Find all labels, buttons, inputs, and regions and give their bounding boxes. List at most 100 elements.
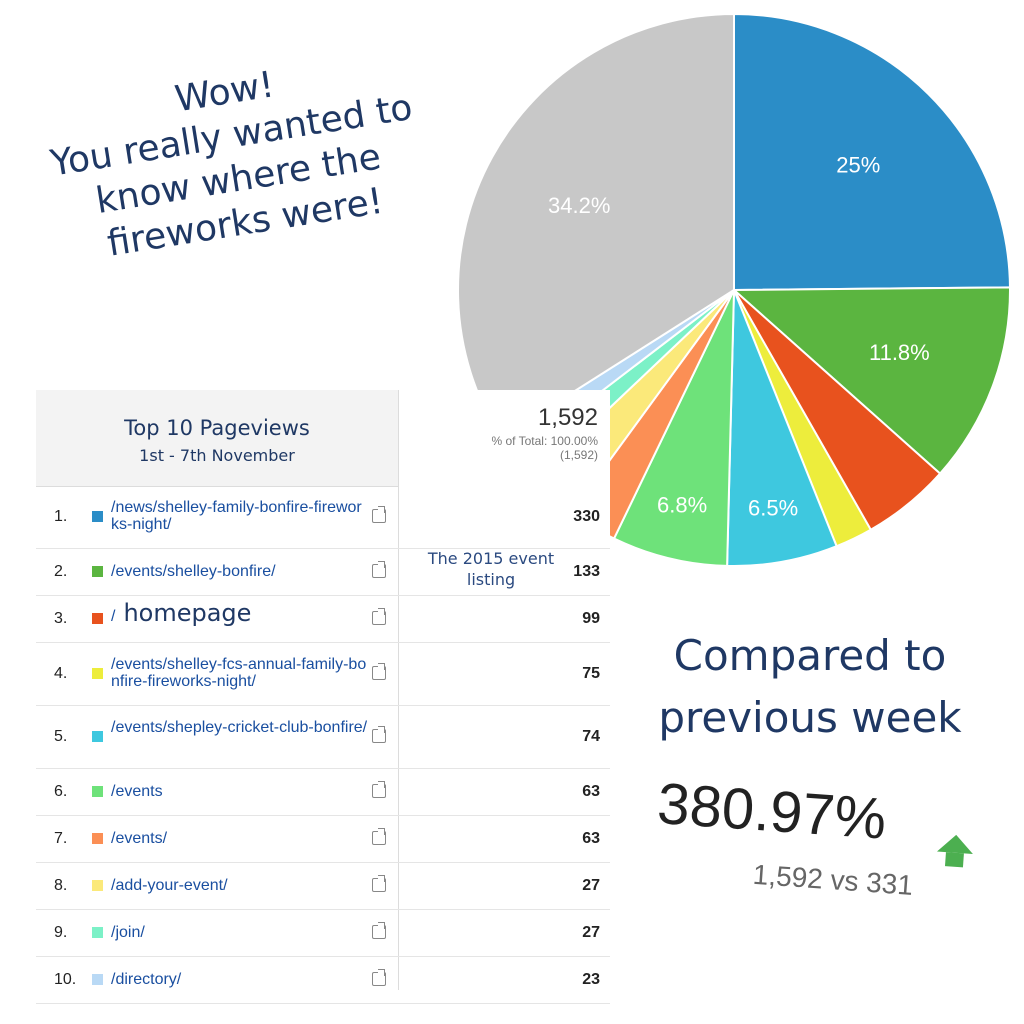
row-page-path: /directory/ bbox=[111, 970, 182, 988]
pie-slice-label: 25% bbox=[836, 153, 880, 178]
annotation-2015-listing: The 2015 event listing bbox=[427, 549, 555, 589]
row-page-path: /events/shelley-fcs-annual-family-bonfir… bbox=[111, 656, 367, 690]
total-absolute: (1,592) bbox=[559, 448, 598, 462]
row-page-link[interactable]: /events/ bbox=[111, 830, 369, 847]
table-row[interactable]: 9. /join/27 bbox=[36, 910, 610, 957]
row-page-path: /events/shelley-bonfire/ bbox=[111, 562, 276, 580]
row-pageviews: 63 bbox=[582, 830, 600, 847]
total-pageviews: 1,592 bbox=[537, 404, 598, 431]
table-row[interactable]: 2. /events/shelley-bonfire/133 bbox=[36, 549, 610, 596]
row-rank: 4. bbox=[54, 665, 68, 682]
row-rank: 1. bbox=[54, 508, 68, 525]
open-external-icon[interactable] bbox=[372, 506, 386, 523]
row-page-path: /events/ bbox=[111, 829, 168, 847]
row-pageviews: 99 bbox=[582, 610, 600, 627]
table-row[interactable]: 8. /add-your-event/27 bbox=[36, 863, 610, 910]
row-page-link[interactable]: /events/shelley-bonfire/ bbox=[111, 563, 369, 580]
row-page-link[interactable]: / homepage bbox=[111, 601, 369, 625]
open-external-icon[interactable] bbox=[372, 608, 386, 625]
row-page-path: /join/ bbox=[111, 923, 145, 941]
table-total-cell: 1,592 % of Total: 100.00% (1,592) bbox=[399, 390, 610, 486]
pie-slice bbox=[731, 286, 1011, 475]
row-rank: 10. bbox=[54, 971, 77, 988]
row-rank: 8. bbox=[54, 877, 68, 894]
open-external-icon[interactable] bbox=[372, 969, 386, 986]
row-page-path: /news/shelley-family-bonfire-fireworks-n… bbox=[111, 499, 362, 533]
table-title-cell: Top 10 Pageviews 1st - 7th November bbox=[36, 390, 399, 487]
row-page-link[interactable]: /join/ bbox=[111, 924, 369, 941]
row-rank: 2. bbox=[54, 563, 68, 580]
row-page-path: / bbox=[111, 608, 116, 625]
open-external-icon[interactable] bbox=[372, 875, 386, 892]
row-color-swatch bbox=[92, 613, 103, 624]
table-row[interactable]: 10. /directory/23 bbox=[36, 957, 610, 1004]
pie-slice bbox=[457, 12, 735, 440]
row-pageviews: 133 bbox=[573, 563, 600, 580]
table-row[interactable]: 1. /news/shelley-family-bonfire-fireworks… bbox=[36, 486, 610, 549]
row-pageviews: 27 bbox=[582, 877, 600, 894]
row-rank: 3. bbox=[54, 610, 68, 627]
row-page-path: /add-your-event/ bbox=[111, 876, 228, 894]
row-color-swatch bbox=[92, 668, 103, 679]
column-divider bbox=[398, 486, 399, 990]
table-row[interactable]: 5. /events/shepley-cricket-club-bonfire/7… bbox=[36, 706, 610, 769]
total-percent: % of Total: 100.00% bbox=[491, 434, 598, 448]
change-comparison: 1,592 vs 331 bbox=[751, 858, 914, 901]
row-color-swatch bbox=[92, 786, 103, 797]
up-arrow-icon-stem bbox=[944, 852, 964, 868]
compare-line: Compared to bbox=[673, 631, 947, 680]
pie-slice-label: 6.8% bbox=[657, 493, 707, 518]
change-stat: 380.97% 1,592 vs 331 bbox=[649, 770, 989, 953]
row-rank: 7. bbox=[54, 830, 68, 847]
row-page-path: /events/shepley-cricket-club-bonfire/ bbox=[111, 719, 368, 736]
table-row[interactable]: 3. / homepage 99 bbox=[36, 596, 610, 643]
table-row[interactable]: 7. /events/63 bbox=[36, 816, 610, 863]
pie-slice bbox=[733, 12, 1012, 292]
row-page-link[interactable]: /directory/ bbox=[111, 971, 369, 988]
row-pageviews: 330 bbox=[573, 508, 600, 525]
row-pageviews: 23 bbox=[582, 971, 600, 988]
row-color-swatch bbox=[92, 511, 103, 522]
open-external-icon[interactable] bbox=[372, 828, 386, 845]
open-external-icon[interactable] bbox=[372, 781, 386, 798]
row-rank: 5. bbox=[54, 728, 68, 745]
row-pageviews: 27 bbox=[582, 924, 600, 941]
row-pageviews: 75 bbox=[582, 665, 600, 682]
row-page-link[interactable]: /events bbox=[111, 783, 369, 800]
table-subtitle: 1st - 7th November bbox=[139, 446, 295, 465]
table-rows: 1. /news/shelley-family-bonfire-fireworks… bbox=[36, 486, 610, 1004]
row-page-link[interactable]: /add-your-event/ bbox=[111, 877, 369, 894]
compare-line: previous week bbox=[658, 693, 962, 742]
pie-slice-label: 34.2% bbox=[548, 193, 610, 218]
row-page-link[interactable]: /events/shelley-fcs-annual-family-bonfir… bbox=[111, 656, 369, 690]
pageviews-table: Top 10 Pageviews 1st - 7th November 1,59… bbox=[36, 390, 610, 1004]
row-color-swatch bbox=[92, 731, 103, 742]
pie-slice-label: 11.8% bbox=[869, 340, 930, 365]
pie-slice bbox=[726, 289, 838, 567]
row-page-link[interactable]: /news/shelley-family-bonfire-fireworks-n… bbox=[111, 499, 369, 533]
row-page-path: /events bbox=[111, 782, 163, 800]
row-page-link[interactable]: /events/shepley-cricket-club-bonfire/ bbox=[111, 719, 369, 736]
row-color-swatch bbox=[92, 566, 103, 577]
open-external-icon[interactable] bbox=[372, 922, 386, 939]
row-rank: 6. bbox=[54, 783, 68, 800]
pie-slice-label: 6.5% bbox=[748, 495, 798, 520]
table-row[interactable]: 6. /events 63 bbox=[36, 769, 610, 816]
table-title: Top 10 Pageviews bbox=[124, 416, 310, 440]
up-arrow-icon bbox=[936, 833, 975, 855]
table-row[interactable]: 4. /events/shelley-fcs-annual-family-bonf… bbox=[36, 643, 610, 706]
homepage-label: homepage bbox=[123, 599, 252, 627]
open-external-icon[interactable] bbox=[372, 561, 386, 578]
row-pageviews: 63 bbox=[582, 783, 600, 800]
row-color-swatch bbox=[92, 880, 103, 891]
table-header: Top 10 Pageviews 1st - 7th November 1,59… bbox=[36, 390, 610, 487]
row-color-swatch bbox=[92, 833, 103, 844]
row-pageviews: 74 bbox=[582, 728, 600, 745]
row-color-swatch bbox=[92, 974, 103, 985]
row-rank: 9. bbox=[54, 924, 68, 941]
open-external-icon[interactable] bbox=[372, 726, 386, 743]
compare-heading: Compared to previous week bbox=[640, 625, 980, 749]
pie-slice bbox=[612, 289, 735, 567]
open-external-icon[interactable] bbox=[372, 663, 386, 680]
row-color-swatch bbox=[92, 927, 103, 938]
